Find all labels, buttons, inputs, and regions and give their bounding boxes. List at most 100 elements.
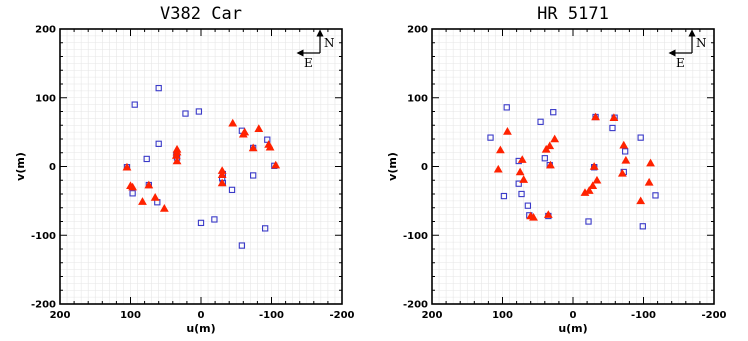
x-tick-label: -200 [329, 310, 354, 321]
x-tick-label: 100 [120, 310, 141, 321]
triangle-point [529, 212, 538, 221]
triangle-point [621, 155, 631, 164]
triangle-point [617, 168, 627, 177]
y-tick-label: 100 [407, 93, 428, 104]
x-tick-label: -100 [631, 310, 656, 321]
triangle-point [550, 134, 560, 143]
square-point [515, 180, 522, 187]
triangle-point [545, 141, 555, 150]
square-point [639, 223, 646, 230]
triangle-point [144, 180, 154, 189]
triangle-point [217, 166, 227, 174]
x-tick-label: 200 [422, 310, 443, 321]
square-point [524, 202, 532, 209]
triangle-point [515, 167, 525, 176]
compass-arrows [668, 29, 696, 57]
compass-east-label: E [676, 56, 685, 70]
square-point [500, 192, 508, 200]
square-point [487, 134, 494, 141]
triangle-point [265, 142, 275, 151]
triangle-point [254, 124, 264, 132]
x-tick-label: -200 [701, 310, 726, 321]
square-point [518, 190, 525, 198]
triangle-point [646, 158, 655, 167]
triangle-point [644, 177, 654, 186]
square-point [195, 108, 203, 115]
ticks [59, 28, 343, 305]
triangle-markers [122, 118, 281, 212]
x-tick-label: -100 [259, 310, 284, 321]
triangle-point [636, 196, 646, 205]
triangle-point [609, 113, 619, 121]
compass-east-label: E [304, 56, 313, 70]
x-tick-label: 0 [570, 310, 577, 321]
triangle-point [493, 164, 503, 173]
chart-title: HR 5171 [537, 4, 609, 24]
square-point [182, 110, 189, 117]
square-point [637, 134, 644, 141]
triangle-point [150, 193, 160, 201]
triangle-point [503, 127, 512, 135]
triangle-point [172, 156, 182, 165]
y-tick-label: 200 [407, 25, 428, 36]
y-tick-label: -100 [403, 231, 428, 242]
triangle-point [228, 118, 238, 127]
x-tick-label: 100 [492, 310, 513, 321]
grid [431, 28, 715, 305]
triangle-point [588, 181, 598, 190]
triangle-point [517, 155, 527, 163]
triangle-point [519, 175, 529, 183]
compass-arrows [296, 29, 324, 57]
triangle-point [584, 186, 594, 194]
square-point [211, 216, 218, 223]
triangle-point [543, 210, 553, 218]
triangle-point [248, 143, 258, 152]
triangle-point [495, 145, 505, 154]
triangle-point [591, 112, 600, 121]
x-tick-label: 200 [50, 310, 71, 321]
square-point [622, 148, 629, 155]
square-point [262, 225, 269, 232]
square-point [250, 172, 257, 179]
compass-north-label: N [696, 36, 707, 50]
y-axis-label: v(m) [386, 152, 399, 181]
square-point [503, 104, 510, 111]
square-point [238, 242, 246, 249]
triangle-point [217, 170, 227, 179]
square-markers [123, 84, 278, 249]
square-point [550, 109, 557, 116]
square-point [228, 186, 236, 194]
square-point [143, 155, 150, 163]
y-tick-label: -100 [31, 231, 56, 242]
chart-title: V382 Car [160, 4, 242, 24]
y-tick-label: 200 [35, 25, 56, 36]
x-tick-label: 0 [198, 310, 205, 321]
square-point [609, 124, 616, 132]
y-tick-label: -200 [403, 300, 428, 311]
triangle-point [128, 182, 138, 191]
y-axis-label: v(m) [14, 152, 27, 181]
x-axis-label: u(m) [186, 322, 215, 335]
triangle-point [589, 162, 599, 170]
square-point [155, 84, 162, 92]
square-point [129, 190, 136, 197]
y-tick-label: 0 [49, 162, 56, 173]
triangle-point [619, 140, 629, 149]
square-point [541, 155, 548, 162]
y-tick-label: -200 [31, 300, 56, 311]
triangle-point [159, 204, 169, 212]
square-point [264, 136, 271, 143]
x-axis-label: u(m) [558, 322, 587, 335]
ticks [431, 28, 715, 305]
square-point [155, 140, 162, 147]
triangle-point [172, 144, 182, 153]
grid [59, 28, 343, 305]
square-point [585, 218, 592, 225]
compass-north-label: N [324, 36, 335, 50]
triangle-point [138, 197, 147, 205]
square-point [197, 219, 205, 227]
square-point [652, 192, 659, 199]
